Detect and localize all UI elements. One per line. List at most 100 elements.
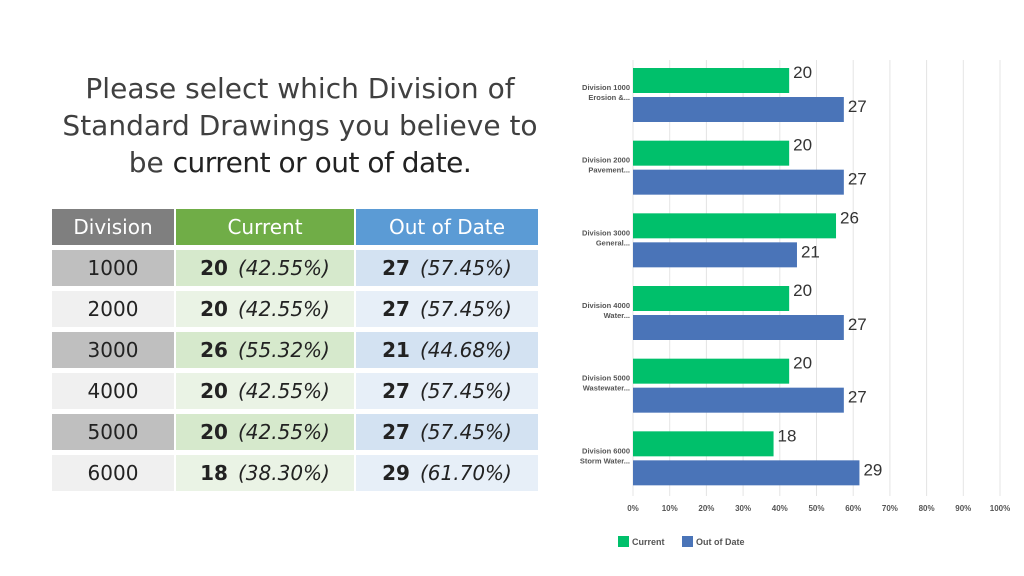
category-label: General... — [596, 238, 630, 247]
legend-swatch-current — [618, 536, 629, 547]
bar-out-of-date — [633, 97, 844, 122]
division-cell: 6000 — [52, 455, 174, 491]
out-of-date-cell: 21 (44.68%) — [356, 332, 538, 368]
ood-count: 21 — [382, 338, 410, 362]
bar-out-of-date — [633, 315, 844, 340]
division-cell: 5000 — [52, 414, 174, 450]
category-label: Water... — [604, 311, 630, 320]
table-row: 1000 20 (42.55%) 27 (57.45%) — [52, 250, 538, 286]
ood-count: 27 — [382, 297, 410, 321]
current-pct: (42.55%) — [237, 379, 330, 403]
slide-title: Please select which Division of Standard… — [40, 70, 560, 181]
title-line-1: Please select which Division of — [85, 72, 515, 105]
current-cell: 20 (42.55%) — [176, 250, 354, 286]
out-of-date-cell: 27 (57.45%) — [356, 373, 538, 409]
x-tick-label: 40% — [772, 504, 788, 513]
current-cell: 26 (55.32%) — [176, 332, 354, 368]
header-out-of-date: Out of Date — [356, 209, 538, 245]
header-division: Division — [52, 209, 174, 245]
data-label: 27 — [848, 170, 867, 189]
table-row: 4000 20 (42.55%) 27 (57.45%) — [52, 373, 538, 409]
bar-current — [633, 431, 774, 457]
current-count: 20 — [200, 420, 228, 444]
data-label: 20 — [793, 136, 812, 155]
current-cell: 20 (42.55%) — [176, 291, 354, 327]
bar-out-of-date — [633, 242, 797, 268]
current-cell: 20 (42.55%) — [176, 414, 354, 450]
title-highlight: current or out of date. — [172, 146, 472, 179]
current-count: 20 — [200, 256, 228, 280]
bar-out-of-date — [633, 169, 844, 195]
summary-table: Division Current Out of Date 1000 20 (42.… — [50, 204, 540, 496]
category-label: Division 4000 — [582, 301, 630, 310]
x-tick-label: 50% — [808, 504, 824, 513]
division-cell: 4000 — [52, 373, 174, 409]
out-of-date-cell: 27 (57.45%) — [356, 250, 538, 286]
category-label: Division 2000 — [582, 156, 630, 165]
category-label: Wastewater... — [583, 384, 630, 393]
bar-current — [633, 213, 837, 239]
category-label: Erosion &... — [588, 93, 630, 102]
table-row: 6000 18 (38.30%) 29 (61.70%) — [52, 455, 538, 491]
legend-label: Out of Date — [696, 537, 745, 547]
title-line-2: Standard Drawings you believe to — [62, 109, 538, 142]
bar-current — [633, 140, 790, 166]
table-row: 3000 26 (55.32%) 21 (44.68%) — [52, 332, 538, 368]
data-label: 27 — [848, 315, 867, 334]
bar-current — [633, 358, 790, 384]
table-row: 2000 20 (42.55%) 27 (57.45%) — [52, 291, 538, 327]
bar-out-of-date — [633, 460, 860, 486]
current-pct: (42.55%) — [237, 256, 330, 280]
bar-out-of-date — [633, 387, 844, 413]
category-label: Division 3000 — [582, 228, 630, 237]
header-current: Current — [176, 209, 354, 245]
table-header-row: Division Current Out of Date — [52, 209, 538, 245]
x-tick-label: 100% — [990, 504, 1010, 513]
data-label: 18 — [778, 426, 797, 445]
out-of-date-cell: 27 (57.45%) — [356, 291, 538, 327]
ood-pct: (57.45%) — [419, 379, 512, 403]
current-pct: (42.55%) — [237, 420, 330, 444]
division-cell: 2000 — [52, 291, 174, 327]
x-tick-label: 0% — [627, 504, 639, 513]
ood-count: 29 — [382, 461, 410, 485]
current-count: 20 — [200, 297, 228, 321]
table-row: 5000 20 (42.55%) 27 (57.45%) — [52, 414, 538, 450]
current-pct: (42.55%) — [237, 297, 330, 321]
category-label: Pavement... — [588, 166, 630, 175]
bar-current — [633, 68, 790, 93]
legend-label: Current — [632, 537, 665, 547]
ood-count: 27 — [382, 420, 410, 444]
x-tick-label: 80% — [919, 504, 935, 513]
ood-pct: (44.68%) — [419, 338, 512, 362]
data-label: 21 — [801, 242, 820, 261]
division-cell: 3000 — [52, 332, 174, 368]
current-count: 18 — [200, 461, 228, 485]
x-tick-label: 60% — [845, 504, 861, 513]
ood-pct: (57.45%) — [419, 420, 512, 444]
ood-pct: (57.45%) — [419, 256, 512, 280]
category-label: Storm Water... — [580, 456, 630, 465]
x-tick-label: 20% — [698, 504, 714, 513]
current-pct: (38.30%) — [237, 461, 330, 485]
out-of-date-cell: 29 (61.70%) — [356, 455, 538, 491]
division-cell: 1000 — [52, 250, 174, 286]
current-count: 26 — [200, 338, 228, 362]
x-tick-label: 10% — [662, 504, 678, 513]
x-tick-label: 70% — [882, 504, 898, 513]
title-line-3-plain: be — [128, 146, 173, 179]
category-label: Division 1000 — [582, 83, 630, 92]
data-label: 20 — [793, 281, 812, 300]
x-tick-label: 30% — [735, 504, 751, 513]
bar-current — [633, 286, 790, 311]
bar-chart: 0% 10% 20% 30% 40% 50% 60% 70% 80% 90% 100% Divisio… — [580, 60, 1010, 547]
data-label: 20 — [793, 63, 812, 82]
ood-count: 27 — [382, 256, 410, 280]
data-label: 27 — [848, 388, 867, 407]
data-label: 27 — [848, 97, 867, 116]
current-cell: 18 (38.30%) — [176, 455, 354, 491]
legend-swatch-out-of-date — [682, 536, 693, 547]
current-count: 20 — [200, 379, 228, 403]
data-label: 29 — [863, 460, 882, 479]
current-pct: (55.32%) — [237, 338, 330, 362]
